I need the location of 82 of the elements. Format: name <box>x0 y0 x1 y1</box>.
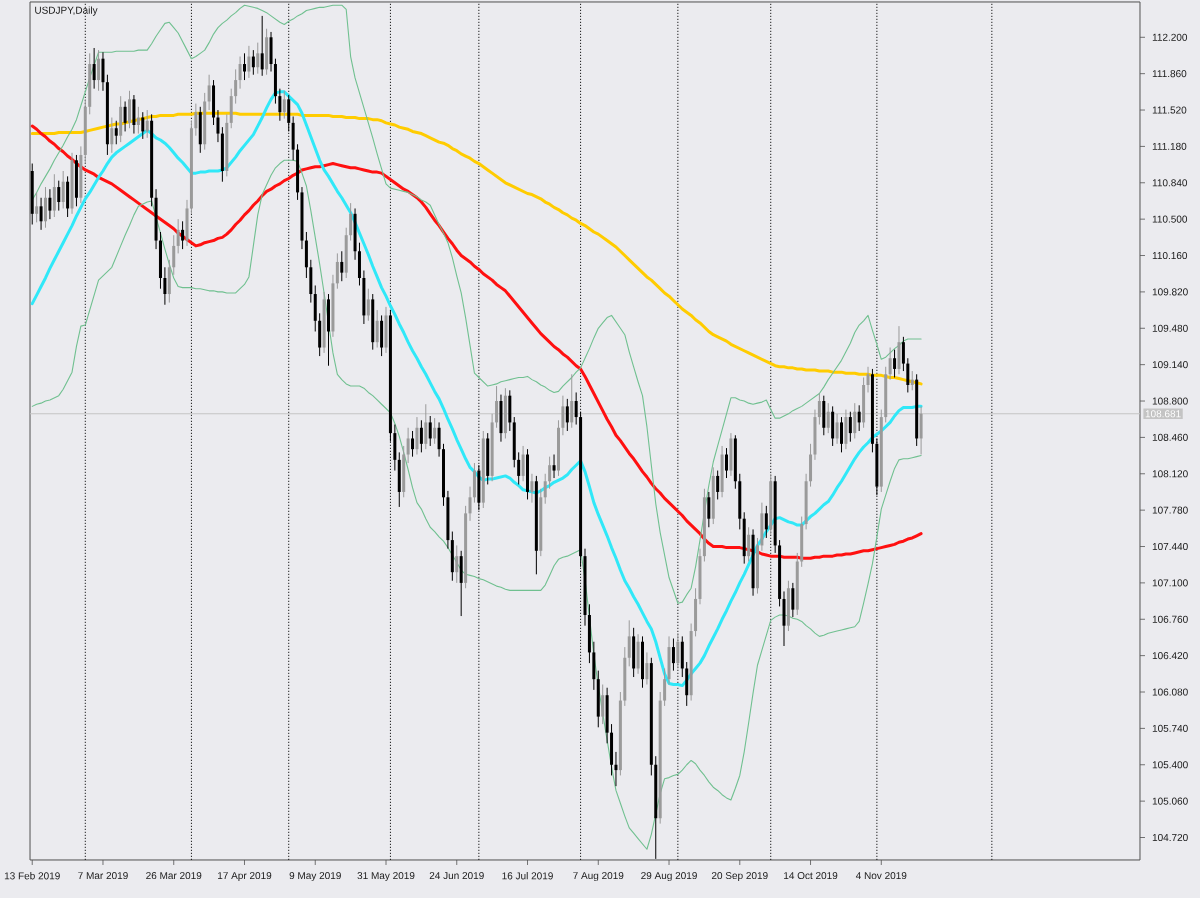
candlestick <box>282 90 286 120</box>
candlestick <box>459 550 463 617</box>
candlestick <box>645 651 649 686</box>
candlestick <box>897 325 901 375</box>
candlestick <box>119 95 123 143</box>
candlestick <box>676 632 680 669</box>
candlestick <box>786 580 790 632</box>
candlestick <box>415 416 419 456</box>
candlestick <box>384 306 388 354</box>
candlestick <box>375 309 379 349</box>
candlestick <box>848 411 852 443</box>
candlestick <box>265 28 269 76</box>
candlestick <box>114 120 118 145</box>
candlestick <box>260 15 264 77</box>
candlestick <box>92 47 96 90</box>
candlestick <box>499 394 503 443</box>
candlestick <box>327 293 331 367</box>
candlestick <box>720 445 724 498</box>
candlestick <box>826 402 830 434</box>
candlestick <box>835 413 839 445</box>
candlestick <box>366 288 370 322</box>
candlestick <box>141 111 145 140</box>
candlestick <box>503 387 507 439</box>
candlestick <box>839 416 843 453</box>
candlestick <box>57 180 61 212</box>
candlestick <box>822 395 826 436</box>
candlestick <box>632 627 636 678</box>
candlestick <box>711 466 715 525</box>
candlestick <box>97 49 101 92</box>
candlestick <box>552 454 556 479</box>
candlestick <box>74 154 78 207</box>
candlestick <box>831 405 835 447</box>
candlestick <box>570 373 574 429</box>
candlestick <box>61 170 65 209</box>
candlestick <box>52 173 56 218</box>
candlestick <box>247 45 251 79</box>
candlestick <box>340 250 344 282</box>
candlestick <box>791 582 795 618</box>
candlestick <box>132 94 136 135</box>
candlestick <box>857 404 861 432</box>
candlestick <box>910 370 914 391</box>
candlestick <box>486 432 490 485</box>
candlestick <box>636 633 640 675</box>
candlestick <box>380 314 384 357</box>
candlestick <box>128 90 132 129</box>
candlestick <box>35 191 39 223</box>
candlestick <box>919 405 923 456</box>
candlestick <box>181 220 185 250</box>
candlestick <box>526 448 530 500</box>
candlestick <box>411 430 415 458</box>
candlestick <box>844 409 848 450</box>
candlestick <box>136 106 140 135</box>
candlestick <box>123 100 127 132</box>
candlestick <box>893 349 897 378</box>
candlestick <box>565 398 569 432</box>
candlestick <box>110 117 114 154</box>
candlestick <box>251 49 255 76</box>
candlestick <box>530 473 534 504</box>
candlestick <box>853 402 857 439</box>
candlestick <box>371 293 375 351</box>
candlestick <box>725 447 729 479</box>
candlestick <box>145 109 149 139</box>
candlestick <box>66 175 70 218</box>
candlestick <box>747 526 751 562</box>
candlestick <box>428 415 432 447</box>
candlestick <box>455 544 459 584</box>
candlestick <box>716 470 720 500</box>
candlestick <box>48 188 52 220</box>
candlestick <box>30 163 34 225</box>
candlestick <box>198 106 202 154</box>
candlestick <box>707 491 711 528</box>
candlestick <box>424 403 428 450</box>
candlestick <box>43 186 47 229</box>
candlestick <box>521 445 525 482</box>
candlestick <box>729 432 733 477</box>
candlestick <box>419 419 423 453</box>
candlestick <box>640 635 644 689</box>
candlestick <box>433 417 437 445</box>
candlestick <box>601 684 605 725</box>
candlestick <box>242 52 246 81</box>
candlestick <box>256 42 260 75</box>
candlestick <box>39 197 43 231</box>
